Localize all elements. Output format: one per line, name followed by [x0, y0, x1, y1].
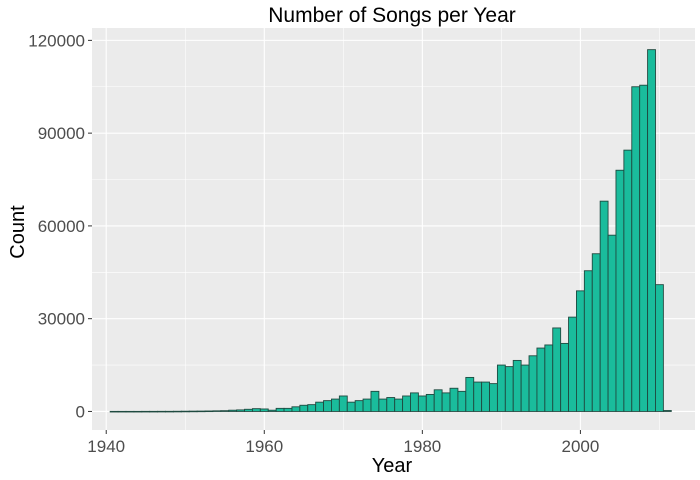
- bars-group: [109, 49, 672, 413]
- histogram-bar: [631, 86, 641, 412]
- histogram-bar: [496, 364, 506, 412]
- histogram-bar: [299, 404, 309, 412]
- y-tick-label: 60000: [38, 217, 85, 236]
- histogram-bar: [228, 409, 238, 412]
- histogram-bar: [520, 364, 530, 412]
- histogram-bar: [410, 392, 419, 412]
- histogram-bar: [307, 404, 317, 412]
- y-axis-ticks: 0 30000 60000 90000 120000: [28, 31, 92, 421]
- histogram-bar: [441, 392, 451, 412]
- histogram-bar: [354, 400, 364, 412]
- histogram-bar: [315, 401, 325, 412]
- histogram-bar: [576, 290, 585, 412]
- histogram-bar: [244, 408, 253, 412]
- histogram-bar: [504, 366, 514, 412]
- histogram-bar: [259, 408, 269, 412]
- histogram-bar: [449, 387, 459, 412]
- histogram-bar: [165, 410, 174, 413]
- histogram-bar: [386, 397, 396, 412]
- histogram-bar: [251, 408, 261, 412]
- x-axis-ticks: 1940 1960 1980 2000: [87, 430, 599, 456]
- histogram-bar: [157, 410, 166, 413]
- histogram-bar: [639, 84, 649, 412]
- histogram-bar: [331, 398, 340, 412]
- histogram-bar: [394, 398, 404, 412]
- histogram-bar: [433, 389, 443, 412]
- histogram-bar: [481, 381, 490, 412]
- histogram-bar: [417, 395, 427, 412]
- histogram-bar: [291, 406, 301, 412]
- histogram-bar: [220, 410, 230, 412]
- histogram-bar: [323, 400, 332, 412]
- x-tick-label: 1960: [245, 437, 283, 456]
- histogram-bar: [188, 410, 198, 413]
- histogram-bar: [457, 390, 467, 412]
- histogram-bar: [362, 398, 372, 412]
- histogram-bar: [378, 398, 388, 412]
- x-tick-label: 1940: [87, 437, 125, 456]
- histogram-bar: [204, 410, 214, 413]
- histogram-bar: [275, 407, 285, 412]
- histogram-bar: [560, 342, 570, 412]
- histogram-bar: [647, 49, 656, 412]
- histogram-bar: [536, 347, 546, 412]
- histogram-bar: [172, 410, 182, 413]
- chart-title: Number of Songs per Year: [268, 4, 516, 27]
- histogram-bar: [346, 401, 356, 412]
- histogram-bar: [125, 410, 135, 413]
- histogram-bar: [180, 410, 190, 413]
- histogram-bar: [212, 410, 222, 412]
- histogram-bar: [599, 200, 609, 412]
- y-tick-label: 90000: [38, 124, 85, 143]
- histogram-bar: [655, 284, 664, 412]
- histogram-bar: [528, 355, 538, 412]
- histogram-bar: [196, 410, 206, 413]
- histogram-bar: [141, 410, 151, 413]
- histogram-bar: [465, 376, 475, 412]
- x-tick-label: 2000: [561, 437, 599, 456]
- histogram-bar: [149, 410, 159, 413]
- histogram-bar: [402, 395, 411, 412]
- histogram-bar: [370, 390, 380, 412]
- y-tick-label: 30000: [38, 310, 85, 329]
- histogram-bar: [425, 393, 435, 412]
- histogram-bar: [662, 410, 672, 412]
- histogram-bar: [338, 395, 348, 412]
- histogram-bar: [283, 407, 293, 412]
- y-tick-label: 0: [76, 402, 85, 421]
- x-tick-label: 1980: [403, 437, 441, 456]
- histogram-bar: [552, 327, 562, 412]
- histogram-bar: [133, 410, 143, 413]
- histogram-bar: [615, 169, 625, 412]
- y-tick-label: 120000: [28, 31, 85, 50]
- histogram-bar: [623, 149, 633, 412]
- histogram-bar: [267, 409, 277, 412]
- y-axis-label: Count: [7, 205, 29, 259]
- histogram-bar: [591, 253, 601, 412]
- histogram-bar: [489, 383, 498, 412]
- x-axis-label: Year: [372, 455, 413, 477]
- histogram-bar: [109, 410, 119, 413]
- histogram-bar: [117, 410, 127, 413]
- histogram-bar: [236, 409, 245, 412]
- histogram-bar: [568, 316, 577, 412]
- histogram-bar: [607, 234, 617, 412]
- histogram-bar: [473, 381, 483, 412]
- histogram-bar: [583, 270, 593, 412]
- histogram-bar: [512, 359, 522, 412]
- histogram-bar: [544, 344, 554, 412]
